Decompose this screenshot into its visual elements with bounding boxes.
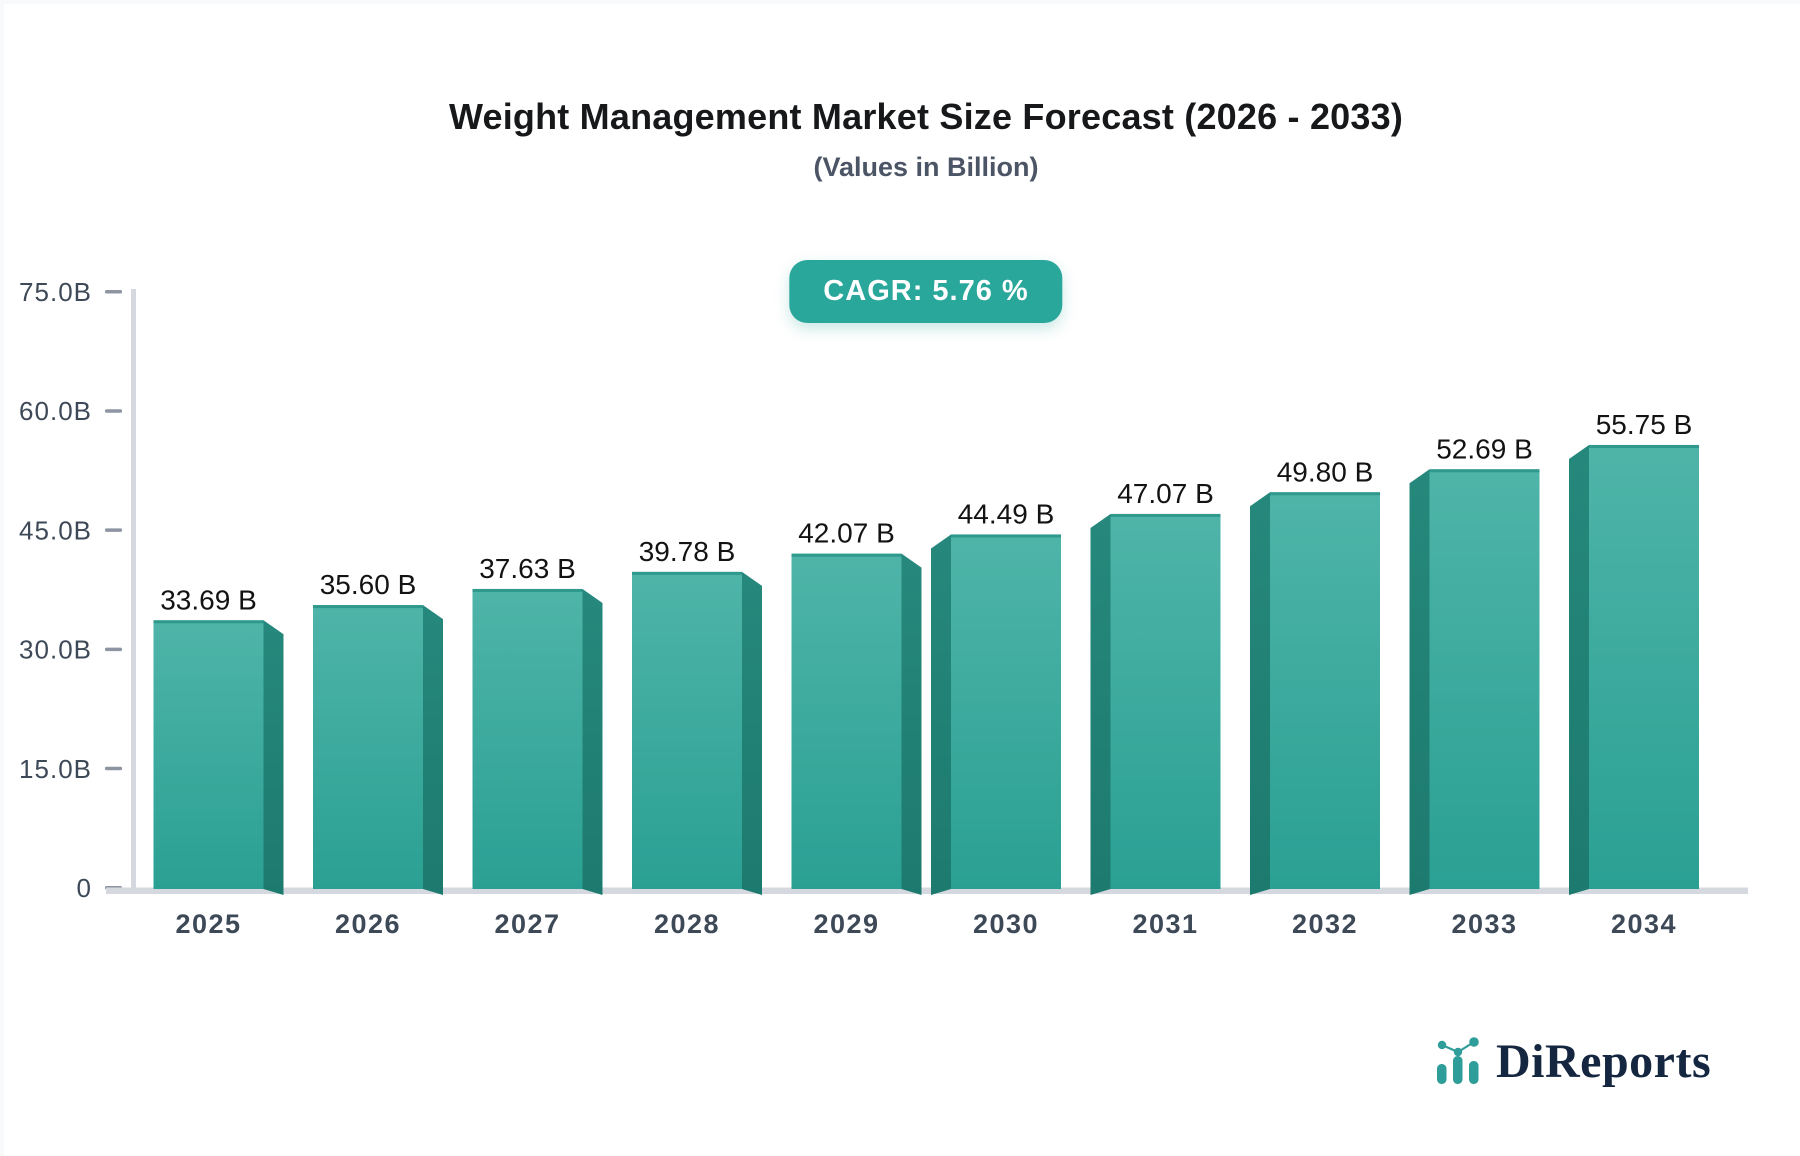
bar-side-2034 [1569, 444, 1589, 895]
bar-value-label-2027: 37.63 B [479, 553, 576, 584]
bar-value-label-2025: 33.69 B [160, 584, 257, 615]
bar-value-label-2032: 49.80 B [1277, 456, 1374, 487]
chart-subtitle: (Values in Billion) [813, 152, 1039, 182]
x-axis-line [106, 887, 1748, 894]
y-tick-label: 15.0B [19, 754, 92, 784]
y-tick-dash [105, 528, 122, 532]
bar-side-2026 [423, 605, 443, 895]
x-tick-label-2032: 2032 [1292, 909, 1358, 939]
bar-side-2030 [931, 534, 951, 895]
bar-2027 [472, 588, 583, 889]
x-tick-label-2031: 2031 [1132, 909, 1198, 939]
x-tick-label-2026: 2026 [335, 909, 401, 939]
y-tick-dash [105, 766, 122, 771]
bar-top-edge-2027 [472, 588, 583, 592]
logo-text: DiReports [1496, 1035, 1712, 1088]
x-tick-label-2028: 2028 [654, 909, 720, 939]
bar-value-label-2034: 55.75 B [1596, 409, 1693, 440]
bar-side-2032 [1250, 492, 1270, 895]
chart-header: Weight Management Market Size Forecast (… [26, 4, 1800, 183]
bar-chart-logo-icon [1437, 1037, 1479, 1084]
logo-bar [1469, 1061, 1479, 1084]
y-tick-label: 75.0B [19, 277, 92, 307]
logo-bar [1453, 1056, 1463, 1084]
bar-side-2033 [1409, 469, 1430, 895]
cagr-badge: CAGR: 5.76 % [789, 260, 1063, 323]
x-tick-label-2030: 2030 [973, 909, 1039, 939]
y-tick-label: 0 [77, 873, 92, 903]
axis-layer: 0 15.0B 30.0B 45.0B 60.0B 75.0B [19, 277, 1748, 903]
bar-2032 [1270, 492, 1380, 889]
bar-value-label-2030: 44.49 B [958, 498, 1055, 529]
bar-top-edge-2030 [951, 534, 1061, 538]
y-tick-label: 45.0B [19, 515, 92, 545]
bar-2031 [1110, 513, 1221, 889]
bar-2030 [951, 534, 1061, 889]
chart-title: Weight Management Market Size Forecast (… [448, 96, 1404, 137]
x-tick-label-2027: 2027 [494, 909, 560, 939]
bar-top-edge-2033 [1429, 469, 1540, 473]
bar-value-label-2033: 52.69 B [1436, 433, 1533, 464]
x-tick-label-2033: 2033 [1451, 909, 1517, 939]
bars-layer [153, 444, 1699, 895]
bar-chart: 0 15.0B 30.0B 45.0B 60.0B 75.0B 33.69 B 2025 35… [19, 277, 1748, 939]
bar-2028 [632, 571, 742, 889]
bar-side-2031 [1090, 513, 1111, 895]
x-tick-label-2029: 2029 [813, 909, 879, 939]
bar-top-edge-2032 [1270, 492, 1380, 496]
x-tick-label-2025: 2025 [175, 909, 241, 939]
bar-top-edge-2028 [632, 571, 742, 575]
bar-top-edge-2034 [1589, 444, 1699, 448]
logo-dot [1437, 1040, 1447, 1050]
bar-value-label-2028: 39.78 B [639, 536, 736, 567]
logo-dot [1469, 1037, 1479, 1047]
bar-side-2027 [582, 588, 603, 895]
bar-side-2029 [901, 553, 922, 895]
x-tick-label-2034: 2034 [1611, 909, 1677, 939]
y-tick-label: 60.0B [19, 396, 92, 426]
bar-value-label-2026: 35.60 B [320, 569, 417, 600]
logo-dot [1453, 1047, 1463, 1057]
y-axis-line [131, 289, 136, 888]
direports-logo: DiReports [1436, 1034, 1711, 1088]
bar-2033 [1429, 469, 1540, 889]
bar-top-edge-2025 [153, 620, 264, 624]
bar-top-edge-2029 [791, 553, 902, 557]
logo-bar [1437, 1064, 1447, 1084]
labels-layer: 33.69 B 2025 35.60 B 2026 37.63 B 2027 39.78 B… [160, 409, 1692, 939]
bar-2026 [313, 605, 423, 889]
bar-2034 [1589, 444, 1699, 889]
bar-side-2025 [263, 620, 284, 895]
bar-2029 [791, 553, 902, 889]
bar-value-label-2029: 42.07 B [798, 518, 895, 549]
bar-2025 [153, 620, 264, 889]
y-tick-dash [105, 290, 122, 294]
y-tick-dash [105, 647, 122, 652]
y-tick-label: 30.0B [19, 635, 92, 665]
bar-side-2028 [742, 571, 762, 895]
bar-value-label-2031: 47.07 B [1117, 478, 1214, 509]
bar-top-edge-2026 [313, 605, 423, 609]
y-tick-dash [105, 409, 122, 413]
bar-top-edge-2031 [1110, 513, 1221, 517]
